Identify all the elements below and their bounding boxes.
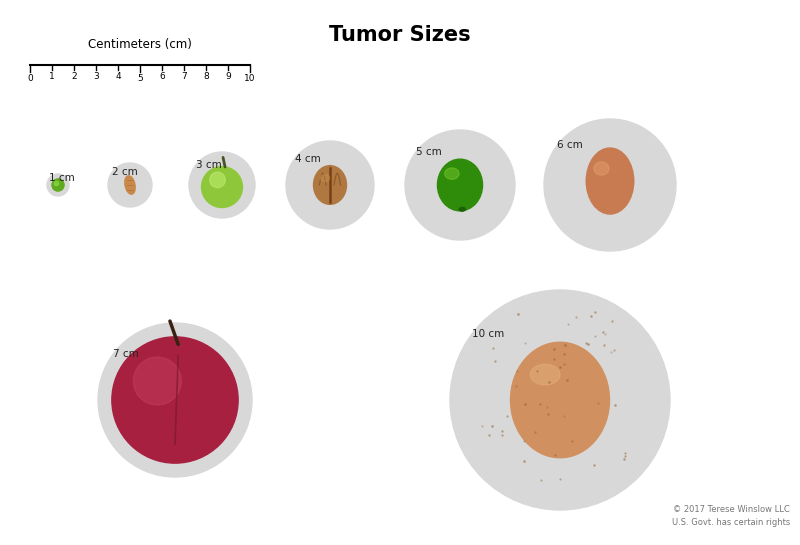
Circle shape	[202, 167, 242, 208]
Ellipse shape	[438, 159, 482, 211]
Circle shape	[52, 179, 64, 191]
Circle shape	[108, 163, 152, 207]
Text: Tumor Sizes: Tumor Sizes	[329, 25, 471, 45]
Text: 3 cm: 3 cm	[195, 160, 222, 170]
Circle shape	[54, 181, 58, 186]
Text: 7 cm: 7 cm	[114, 349, 139, 359]
Circle shape	[112, 337, 238, 463]
Circle shape	[210, 172, 226, 187]
Circle shape	[189, 152, 255, 218]
Ellipse shape	[510, 342, 610, 458]
Text: 7: 7	[181, 72, 187, 81]
Text: 1: 1	[49, 72, 55, 81]
Circle shape	[544, 119, 676, 251]
Circle shape	[450, 290, 670, 510]
Circle shape	[47, 174, 69, 196]
Text: 5 cm: 5 cm	[416, 147, 442, 157]
Text: Centimeters (cm): Centimeters (cm)	[88, 38, 192, 51]
Circle shape	[98, 323, 252, 477]
Text: 1 cm: 1 cm	[50, 173, 75, 184]
Text: 4: 4	[115, 72, 121, 81]
Text: © 2017 Terese Winslow LLC
U.S. Govt. has certain rights: © 2017 Terese Winslow LLC U.S. Govt. has…	[672, 506, 790, 527]
Text: 4 cm: 4 cm	[294, 154, 321, 164]
Text: 6 cm: 6 cm	[558, 141, 583, 150]
Text: 8: 8	[203, 72, 209, 81]
Ellipse shape	[594, 162, 609, 175]
Ellipse shape	[586, 148, 634, 214]
Ellipse shape	[321, 174, 330, 181]
Ellipse shape	[530, 364, 560, 385]
Ellipse shape	[314, 166, 346, 204]
Ellipse shape	[445, 168, 459, 179]
Text: 10: 10	[244, 74, 256, 83]
Circle shape	[286, 141, 374, 229]
Text: 2 cm: 2 cm	[112, 167, 138, 177]
Text: 2: 2	[71, 72, 77, 81]
Ellipse shape	[125, 176, 135, 194]
Text: 0: 0	[27, 74, 33, 83]
Circle shape	[405, 130, 515, 240]
Circle shape	[134, 357, 182, 405]
Text: 3: 3	[93, 72, 99, 81]
Text: 6: 6	[159, 72, 165, 81]
Text: 9: 9	[225, 72, 231, 81]
Ellipse shape	[459, 208, 466, 211]
Text: 10 cm: 10 cm	[472, 329, 504, 339]
Text: 5: 5	[137, 74, 143, 83]
